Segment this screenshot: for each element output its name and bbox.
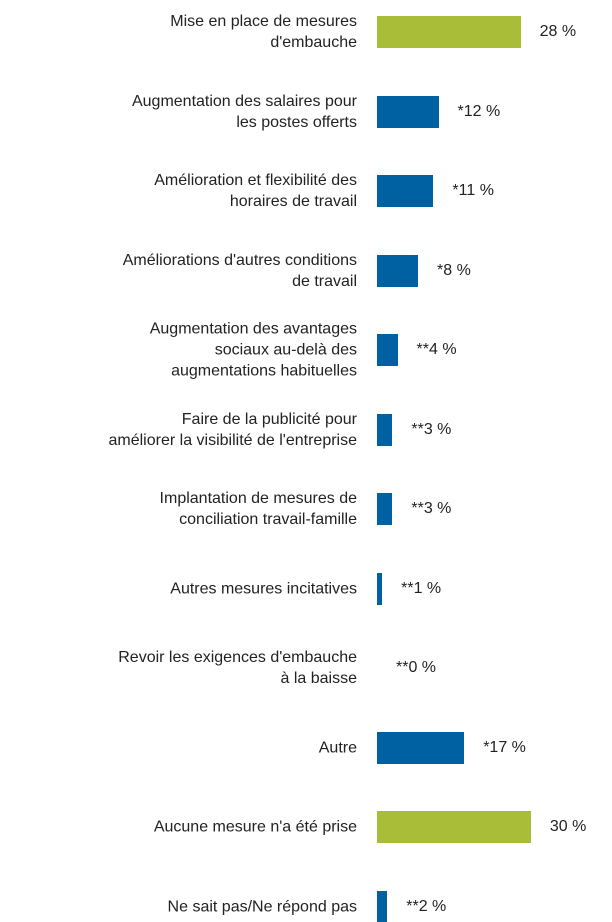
category-label: Aucune mesure n'a été prise	[153, 818, 357, 836]
category-label: Augmentation des avantages sociaux au-de…	[149, 320, 357, 380]
category-label: Autres mesures incitatives	[170, 580, 357, 597]
value-label: 30 %	[549, 818, 587, 835]
bar	[377, 493, 393, 525]
value-label: *12 %	[457, 102, 501, 120]
value-label: **4 %	[416, 341, 457, 358]
category-label: Améliorations d'autres conditions de tra…	[122, 251, 357, 290]
value-label: 28 %	[539, 23, 577, 40]
value-label: **3 %	[411, 420, 452, 438]
bar	[377, 16, 521, 48]
category-label: Amélioration et flexibilité des horaires…	[154, 172, 357, 210]
value-label: *8 %	[437, 261, 471, 279]
value-label: **1 %	[401, 579, 442, 597]
value-label: *11 %	[452, 182, 494, 199]
category-label: Augmentation des salaires pour les poste…	[131, 92, 357, 131]
value-label: **3 %	[411, 500, 452, 517]
bar	[377, 890, 388, 922]
category-label: Mise en place de mesures d'embauche	[170, 13, 357, 51]
category-label: Faire de la publicité pour améliorer la …	[108, 410, 358, 449]
value-label: **2 %	[406, 897, 447, 915]
category-label: Implantation de mesures de conciliation …	[159, 490, 357, 528]
bar	[377, 731, 465, 764]
category-label: Ne sait pas/Ne répond pas	[167, 898, 357, 915]
category-label: Revoir les exigences d'embauche à la bai…	[118, 649, 357, 687]
bar	[377, 175, 434, 207]
bar	[377, 413, 393, 446]
bar	[377, 95, 439, 128]
bar	[377, 811, 531, 843]
value-label: *17 %	[483, 738, 526, 756]
value-label: **0 %	[396, 659, 437, 676]
bar	[377, 572, 383, 605]
category-label: Autre	[318, 739, 357, 756]
bar	[377, 254, 419, 287]
bar	[377, 334, 398, 366]
